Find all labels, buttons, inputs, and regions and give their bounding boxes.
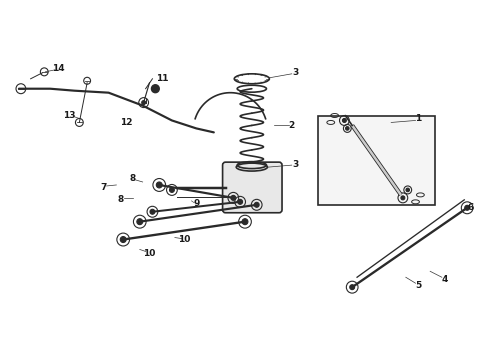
Text: 3: 3 — [293, 159, 299, 168]
FancyBboxPatch shape — [222, 162, 282, 213]
Circle shape — [406, 188, 410, 192]
Circle shape — [142, 100, 146, 105]
Text: 11: 11 — [156, 74, 169, 83]
Text: 9: 9 — [193, 199, 199, 208]
Circle shape — [156, 182, 162, 188]
Text: 8: 8 — [117, 195, 123, 204]
Text: 7: 7 — [100, 184, 107, 193]
Text: 1: 1 — [416, 114, 421, 123]
Text: 10: 10 — [143, 249, 156, 258]
Circle shape — [343, 118, 346, 122]
Text: 3: 3 — [293, 68, 299, 77]
Circle shape — [254, 202, 259, 207]
Text: 10: 10 — [178, 235, 191, 244]
Circle shape — [242, 219, 248, 225]
Circle shape — [150, 209, 155, 214]
Circle shape — [238, 199, 243, 204]
Circle shape — [345, 127, 349, 130]
Circle shape — [170, 188, 174, 192]
Text: 2: 2 — [289, 121, 295, 130]
Circle shape — [465, 205, 469, 210]
Circle shape — [401, 196, 405, 200]
Text: 13: 13 — [63, 111, 76, 120]
Text: 6: 6 — [468, 203, 474, 212]
Circle shape — [231, 195, 236, 201]
Text: 12: 12 — [120, 118, 132, 127]
Circle shape — [151, 85, 159, 93]
Circle shape — [120, 237, 126, 243]
Circle shape — [137, 219, 143, 225]
Text: 8: 8 — [130, 174, 136, 183]
Text: 5: 5 — [416, 281, 421, 290]
Bar — [318, 116, 435, 205]
Circle shape — [350, 285, 355, 290]
Text: 4: 4 — [441, 275, 448, 284]
Text: 14: 14 — [51, 64, 64, 73]
